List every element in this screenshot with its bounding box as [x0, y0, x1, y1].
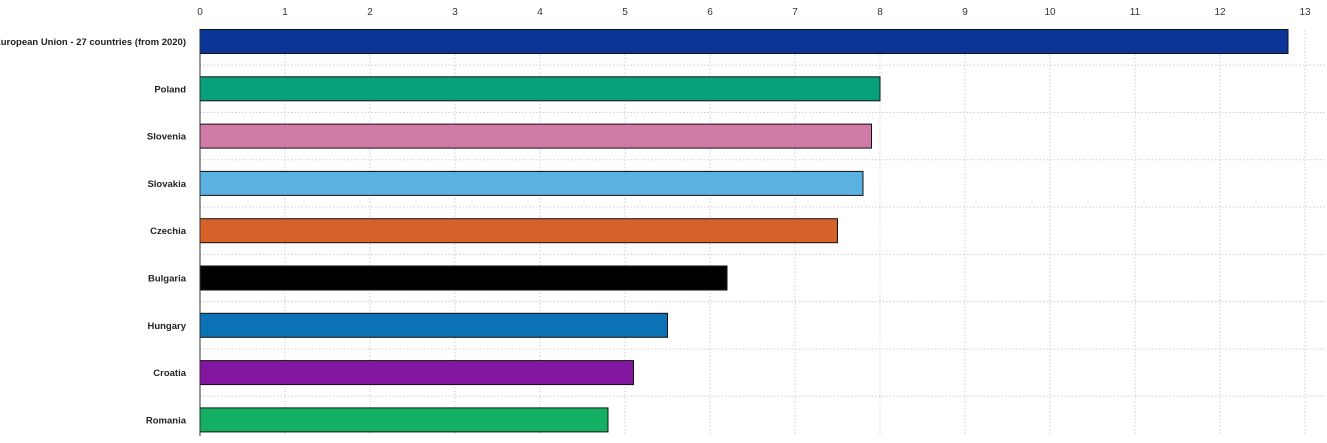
- category-label: Bulgaria: [148, 274, 187, 285]
- x-tick-label: 10: [1044, 7, 1056, 18]
- bar-croatia[interactable]: [199, 360, 634, 386]
- category-label: Poland: [154, 84, 186, 95]
- category-label: European Union - 27 countries (from 2020…: [0, 37, 186, 48]
- bar-bulgaria[interactable]: [199, 265, 728, 291]
- bar-czechia[interactable]: [199, 218, 838, 244]
- bars: [199, 29, 1289, 433]
- x-tick-label: 0: [197, 7, 203, 18]
- gridlines: [200, 30, 1327, 436]
- x-tick-label: 6: [707, 7, 713, 18]
- x-tick-label: 13: [1299, 7, 1311, 18]
- x-tick-label: 2: [367, 7, 373, 18]
- category-label: Hungary: [147, 321, 186, 332]
- x-axis-ticks: 0 1 2 3 4 5 6 7 8 9 10 11 12 13: [197, 7, 1311, 18]
- bar-hungary[interactable]: [199, 312, 668, 338]
- x-tick-label: 4: [537, 7, 543, 18]
- x-tick-label: 3: [452, 7, 458, 18]
- x-tick-label: 5: [622, 7, 628, 18]
- bar-european-union-27-countries-from-2020[interactable]: [199, 29, 1289, 54]
- bar-romania[interactable]: [199, 407, 609, 433]
- x-tick-label: 9: [962, 7, 968, 18]
- category-labels: European Union - 27 countries (from 2020…: [0, 37, 187, 426]
- x-tick-label: 8: [877, 7, 883, 18]
- bar-slovakia[interactable]: [199, 170, 864, 196]
- bar-slovenia[interactable]: [199, 123, 872, 149]
- x-tick-label: 7: [792, 7, 798, 18]
- category-label: Czechia: [150, 226, 187, 237]
- x-tick-label: 12: [1214, 7, 1226, 18]
- category-label: Croatia: [153, 368, 186, 379]
- category-label: Slovakia: [147, 179, 186, 190]
- category-label: Romania: [146, 415, 187, 426]
- bar-poland[interactable]: [199, 76, 881, 102]
- x-tick-label: 1: [282, 7, 288, 18]
- category-label: Slovenia: [147, 132, 187, 143]
- x-tick-label: 11: [1130, 7, 1141, 18]
